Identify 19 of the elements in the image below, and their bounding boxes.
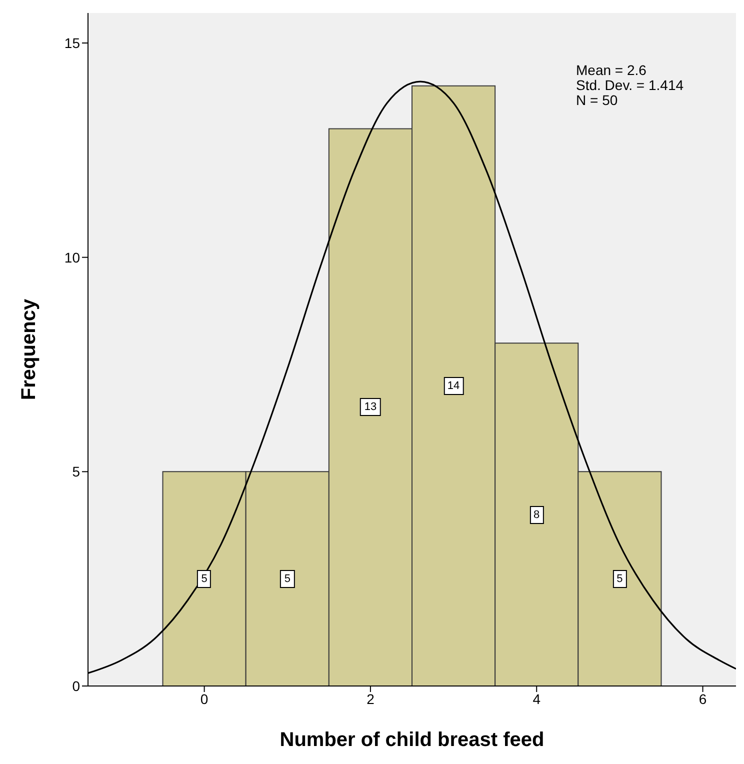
x-axis-title: Number of child breast feed bbox=[280, 729, 544, 751]
data-label: 5 bbox=[612, 570, 627, 588]
y-tick-label: 10 bbox=[64, 249, 80, 266]
data-label: 5 bbox=[197, 570, 212, 588]
annotation: Std. Dev. = 1.414 bbox=[576, 77, 684, 93]
x-tick-label: 4 bbox=[532, 690, 541, 707]
data-label: 8 bbox=[530, 506, 544, 524]
data-label: 13 bbox=[360, 398, 381, 416]
annotation: N = 50 bbox=[576, 92, 619, 108]
x-tick-label: 6 bbox=[698, 690, 707, 707]
data-label: 14 bbox=[443, 376, 464, 395]
annotation: Mean = 2.6 bbox=[576, 62, 648, 78]
y-tick-label: 15 bbox=[64, 34, 80, 51]
x-tick-label: 2 bbox=[366, 690, 375, 707]
y-axis-title: Frequency bbox=[18, 298, 40, 400]
y-tick-label: 0 bbox=[72, 678, 80, 694]
data-label: 5 bbox=[280, 570, 294, 588]
x-tick-label: 0 bbox=[200, 690, 208, 707]
y-tick-label: 5 bbox=[72, 464, 80, 480]
